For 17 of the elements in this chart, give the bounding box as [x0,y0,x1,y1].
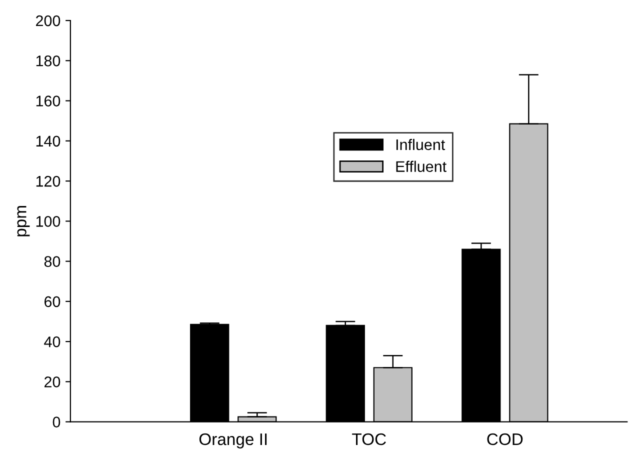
y-tick-label: 0 [52,416,60,428]
y-tick-label: 180 [36,56,60,66]
x-tick-label: Orange II [199,433,267,448]
legend-label: Effluent [396,160,446,172]
y-tick-label: 20 [44,376,60,388]
y-tick-label: 120 [36,176,60,187]
y-tick-label: 40 [44,336,60,348]
y-tick-label: 100 [36,216,60,227]
y-tick-label: 140 [36,136,60,147]
y-tick-label: 80 [44,256,60,267]
x-tick-label: TOC [352,433,386,446]
y-tick-label: 160 [36,96,60,106]
x-tick-label: COD [487,433,523,446]
y-tick-label: 60 [44,296,60,308]
y-axis-title: ppm [17,206,30,236]
y-tick-label: 200 [36,15,60,26]
legend-label: Influent [396,138,446,150]
